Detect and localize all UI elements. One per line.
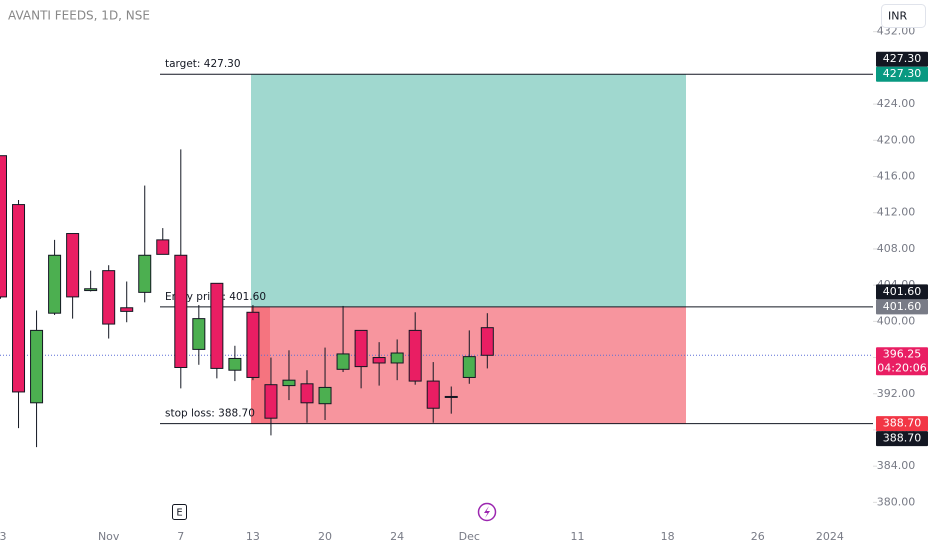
x-tick-label: Dec [459, 530, 480, 543]
currency-button[interactable] [881, 4, 926, 28]
y-tick-label: 416.00 [877, 170, 916, 183]
candle-body [354, 329, 368, 368]
target-label: target: 427.30 [165, 58, 241, 70]
x-tick-label: 2024 [816, 530, 844, 543]
x-tick-label: 18 [661, 530, 675, 543]
x-tick-label: 24 [390, 530, 404, 543]
y-tick-label: 400.00 [877, 314, 916, 327]
candle-body [102, 270, 116, 325]
y-tick-label: 420.00 [877, 133, 916, 146]
x-tick-label: 20 [318, 530, 332, 543]
candle-body [138, 254, 152, 293]
stop-tag-dark-label: 388.70 [883, 432, 922, 445]
x-tick-label: 13 [246, 530, 260, 543]
y-tick-label: 380.00 [877, 495, 916, 508]
y-tick-label: 392.00 [877, 387, 916, 400]
entry-tag-label: 401.60 [883, 300, 922, 313]
x-tick-label: Nov [98, 530, 120, 543]
y-tick-label: 424.00 [877, 97, 916, 110]
candle-body [390, 352, 404, 364]
candle-body [462, 356, 476, 378]
x-tick-label: 26 [751, 530, 765, 543]
candle-body [0, 155, 7, 298]
candle-body [426, 380, 440, 409]
candle-body [318, 386, 332, 405]
target-tag-label: 427.30 [883, 67, 922, 80]
x-tick-label: 3 [0, 530, 7, 543]
chart-title: AVANTI FEEDS, 1D, NSE [8, 9, 150, 23]
entry-tag-dark-label: 401.60 [883, 285, 922, 298]
candle-body [12, 204, 26, 393]
y-tick-label: 384.00 [877, 459, 916, 472]
candle-body [30, 329, 44, 404]
price-tags: 427.30 427.30 401.60 401.60 388.70 388.70 396.… [876, 51, 928, 447]
y-tick-label: 408.00 [877, 242, 916, 255]
dividend-icon [484, 506, 490, 518]
event-marker[interactable] [172, 504, 187, 520]
event-label[interactable]: E [176, 508, 182, 519]
countdown-label: 04:20:06 [877, 361, 926, 374]
target-tag-dark-label: 427.30 [883, 52, 922, 65]
stop-label: stop loss: 388.70 [165, 408, 255, 420]
last-price-tag [876, 347, 928, 376]
candle-body [84, 288, 98, 292]
candle-body [444, 395, 458, 398]
candle-body [174, 254, 188, 368]
stop-tag-label: 388.70 [883, 417, 922, 430]
target-tag-dark [876, 51, 928, 67]
candle-body [48, 254, 62, 314]
stop-tag [876, 416, 928, 432]
candle-body [408, 329, 422, 382]
target-tag [876, 66, 928, 82]
last-price-label: 396.25 [883, 347, 922, 360]
entry-tag-dark [876, 284, 928, 300]
currency-label[interactable]: INR [888, 10, 907, 23]
candle-body [480, 327, 494, 356]
candle-body [192, 318, 206, 350]
candle-body [372, 357, 386, 364]
candles [0, 149, 494, 448]
entry-tag [876, 299, 928, 315]
candle-body [264, 384, 278, 419]
candle-body [210, 282, 224, 369]
candle-body [282, 379, 296, 387]
x-tick-label: 11 [570, 530, 584, 543]
stop-tag-dark [876, 431, 928, 447]
x-tick-label: 7 [177, 530, 184, 543]
candle-body [228, 357, 242, 371]
candle-body [300, 383, 314, 404]
y-tick-label: 412.00 [877, 206, 916, 219]
candle-body [66, 233, 80, 298]
candle-body [336, 353, 350, 370]
profit-zone [251, 74, 686, 307]
candle-body [246, 311, 260, 378]
candle-body [120, 307, 134, 312]
candle-body [156, 239, 170, 255]
